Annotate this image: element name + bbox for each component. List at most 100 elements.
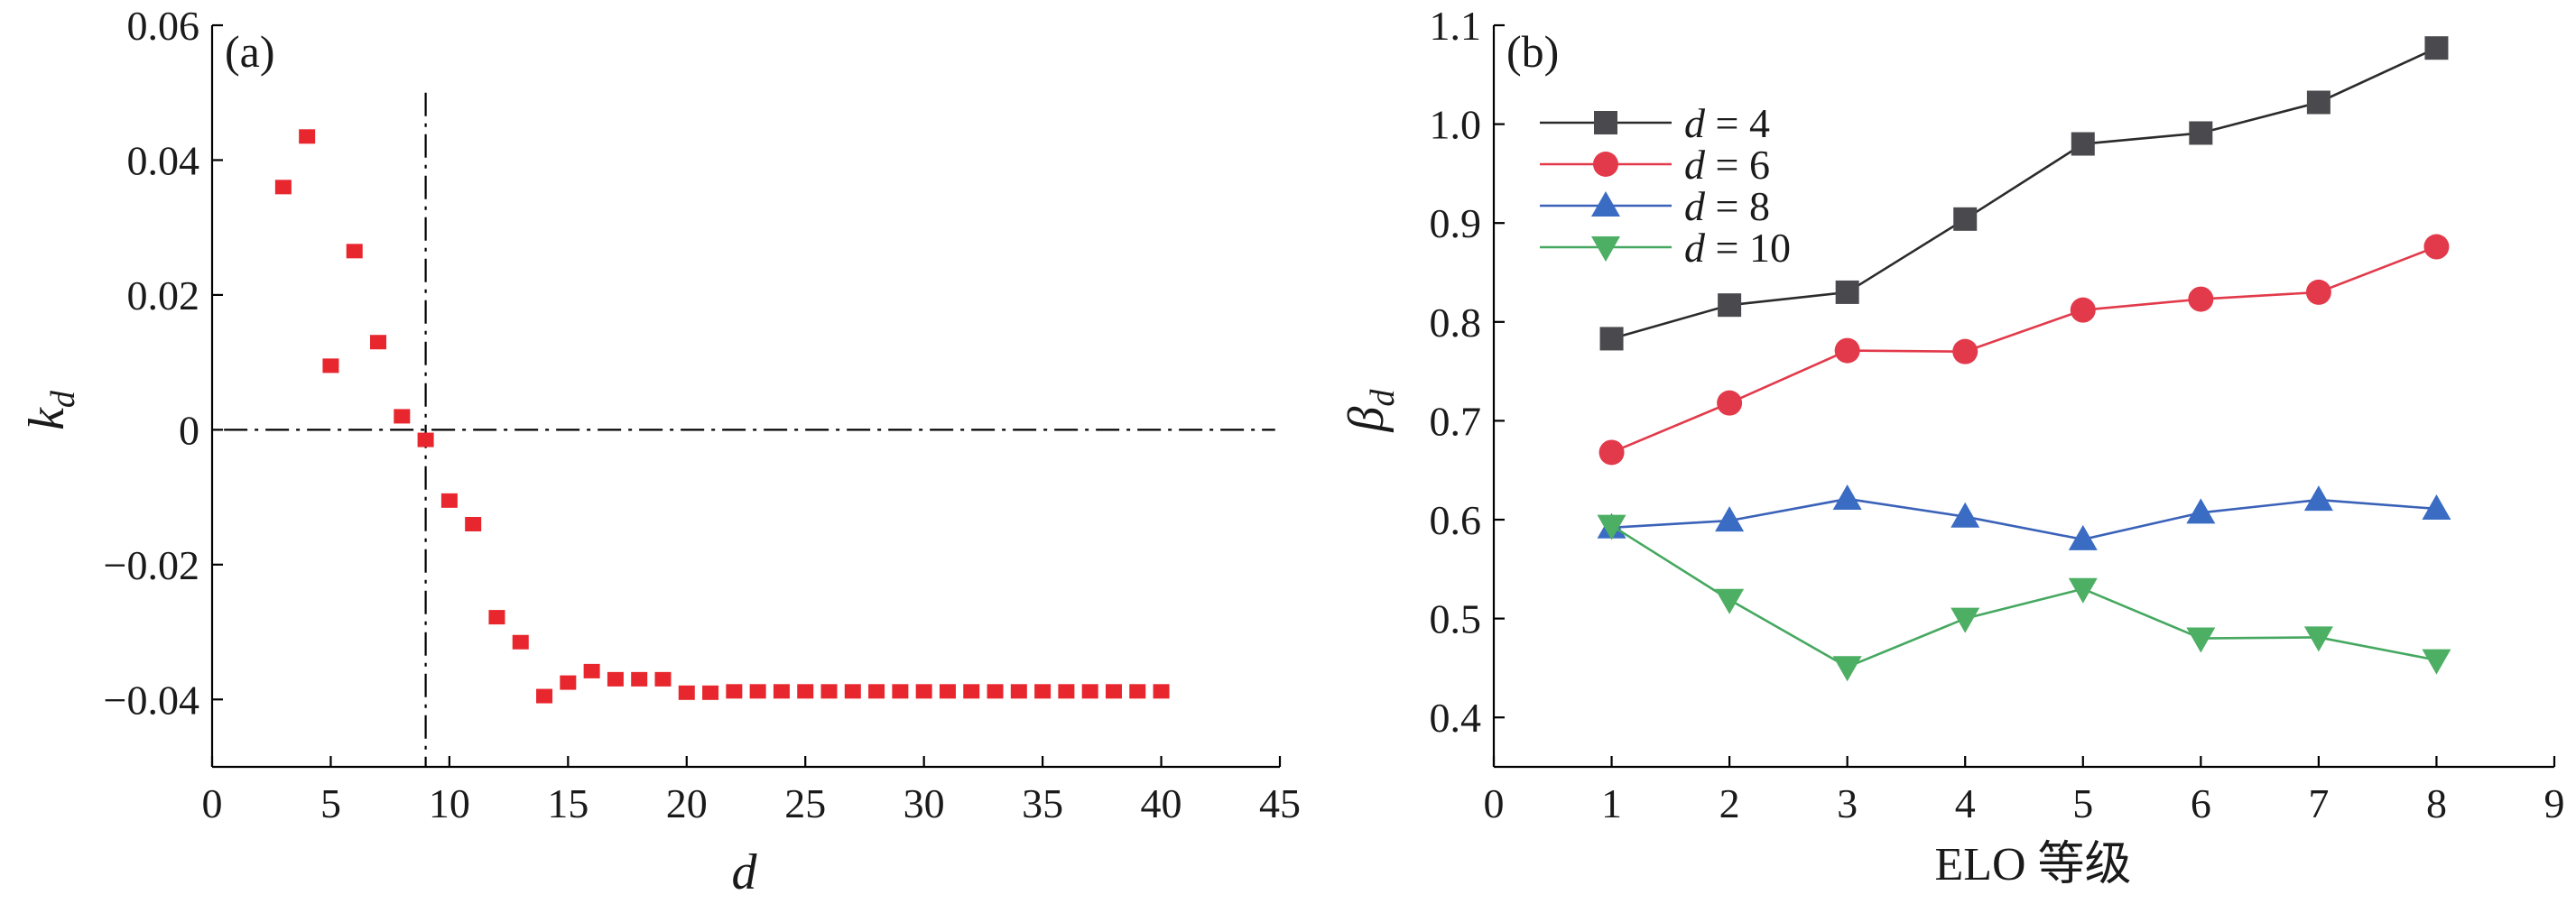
data-point xyxy=(1835,280,1859,304)
panel-b-line-chart: 0 1 2 3 4 5 6 7 8 9 0.4 0.5 0.6 0.7 0.8 0.9 1.0 1.1 (b) d =… xyxy=(1339,3,2565,890)
x-tick-label: 20 xyxy=(666,780,708,826)
data-point xyxy=(892,684,909,699)
data-point xyxy=(1717,390,1743,416)
legend-marker xyxy=(1594,111,1617,134)
x-tick-label: 5 xyxy=(320,780,341,826)
legend-label: d = 10 xyxy=(1684,225,1791,271)
y-tick-label: −0.04 xyxy=(104,677,199,723)
data-point xyxy=(2186,498,2216,524)
data-point xyxy=(2188,286,2214,312)
data-point xyxy=(2189,121,2213,145)
legend-marker xyxy=(1591,191,1620,217)
x-tick-label: 25 xyxy=(784,780,826,826)
data-point xyxy=(797,684,814,699)
data-point xyxy=(1010,684,1027,699)
data-point xyxy=(1597,514,1626,540)
legend-label-value: = 6 xyxy=(1705,142,1770,188)
y-tick-label: 0.04 xyxy=(127,137,200,183)
data-point xyxy=(963,684,980,699)
data-point xyxy=(2303,626,2333,652)
data-point xyxy=(987,684,1004,699)
y-tick-label: 0.7 xyxy=(1430,398,1482,444)
data-point xyxy=(820,684,838,699)
data-point xyxy=(583,663,600,678)
y-tick-label: 0.9 xyxy=(1430,200,1482,246)
y-axis-title-main: β xyxy=(1339,406,1395,432)
series-line xyxy=(1611,497,2437,541)
data-point xyxy=(844,684,861,699)
data-point xyxy=(915,684,932,699)
legend-label-variable: d xyxy=(1684,142,1706,188)
x-tick-label: 1 xyxy=(1601,780,1622,826)
y-axis-title-subscript: d xyxy=(44,390,82,408)
data-point xyxy=(370,335,387,350)
data-point xyxy=(939,684,956,699)
legend-label: d = 8 xyxy=(1684,183,1770,229)
x-tick-label: 7 xyxy=(2308,780,2329,826)
y-tick-label: 0.6 xyxy=(1430,497,1482,543)
y-tick-label: −0.02 xyxy=(104,542,199,588)
data-point xyxy=(1129,684,1146,699)
data-point xyxy=(1715,506,1745,532)
data-point xyxy=(1715,588,1745,614)
x-tick-label: 30 xyxy=(903,780,945,826)
data-point xyxy=(1599,327,1624,351)
data-point xyxy=(2424,36,2449,60)
x-tick-label: 4 xyxy=(1955,780,1976,826)
series-1 xyxy=(1598,234,2450,466)
data-point xyxy=(678,685,695,700)
data-point xyxy=(654,671,672,687)
data-point xyxy=(2303,485,2333,512)
legend-label: d = 4 xyxy=(1684,100,1770,146)
data-point xyxy=(536,688,553,704)
data-point xyxy=(2070,297,2096,323)
y-tick-label: 0 xyxy=(179,407,199,453)
data-point xyxy=(631,671,648,687)
data-point xyxy=(417,432,434,447)
legend-marker xyxy=(1591,236,1620,262)
data-point xyxy=(607,671,624,687)
panel-label: (a) xyxy=(225,26,275,77)
series-0 xyxy=(1599,36,2449,351)
data-point xyxy=(1953,207,1978,231)
panel-a-scatter-plot: 0 5 10 15 20 25 30 35 40 45 −0.04 −0.02 0 0.02 0.04 0.0… xyxy=(19,3,1301,900)
x-tick-label: 45 xyxy=(1259,780,1301,826)
data-point xyxy=(1832,484,1862,510)
data-point xyxy=(1951,502,1980,528)
data-point xyxy=(322,358,339,374)
series-line xyxy=(1610,524,2437,669)
x-axis-title: ELO 等级 xyxy=(1934,839,2131,890)
data-point xyxy=(1718,293,1742,318)
data-point xyxy=(749,684,766,699)
legend-label-variable: d xyxy=(1684,225,1706,271)
y-axis-title: βd xyxy=(1339,389,1402,433)
x-tick-label: 0 xyxy=(1484,780,1505,826)
legend-label-variable: d xyxy=(1684,100,1706,146)
legend-label-value: = 10 xyxy=(1705,225,1791,271)
data-point xyxy=(2306,90,2330,115)
y-tick-label: 0.06 xyxy=(127,3,200,49)
data-point xyxy=(346,244,363,259)
x-tick-label: 35 xyxy=(1022,780,1063,826)
x-tick-label: 6 xyxy=(2191,780,2211,826)
data-point xyxy=(2068,577,2098,604)
y-axis-title: kd xyxy=(19,390,82,430)
series-line xyxy=(1611,47,2437,340)
data-point xyxy=(1081,684,1098,699)
data-point xyxy=(560,675,577,690)
y-axis-title-main: k xyxy=(19,407,75,430)
data-point xyxy=(1952,338,1978,364)
y-tick-label: 1.1 xyxy=(1430,3,1482,49)
data-point xyxy=(868,684,885,699)
data-point xyxy=(1951,607,1980,633)
y-tick-label: 0.02 xyxy=(127,272,200,318)
data-point xyxy=(1834,337,1860,364)
legend-marker xyxy=(1593,152,1618,177)
data-point xyxy=(2068,524,2098,550)
data-point xyxy=(274,180,292,195)
data-point xyxy=(2186,627,2216,653)
x-tick-label: 15 xyxy=(547,780,588,826)
data-point xyxy=(394,409,411,424)
data-point xyxy=(2305,279,2331,305)
x-tick-label: 8 xyxy=(2426,780,2447,826)
